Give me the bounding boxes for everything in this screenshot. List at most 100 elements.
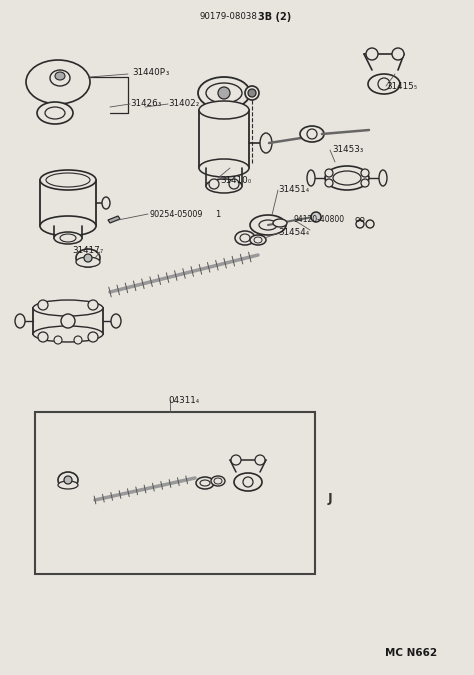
Ellipse shape bbox=[259, 220, 277, 230]
Ellipse shape bbox=[300, 126, 324, 142]
Circle shape bbox=[366, 220, 374, 228]
Bar bbox=[35, 412, 315, 574]
Circle shape bbox=[218, 87, 230, 99]
Circle shape bbox=[361, 179, 369, 187]
Ellipse shape bbox=[50, 70, 70, 86]
Ellipse shape bbox=[37, 102, 73, 124]
Circle shape bbox=[307, 129, 317, 139]
Ellipse shape bbox=[234, 473, 262, 491]
Text: 31451: 31451 bbox=[278, 185, 306, 194]
Circle shape bbox=[84, 254, 92, 262]
Ellipse shape bbox=[76, 257, 100, 267]
Ellipse shape bbox=[325, 166, 369, 190]
Text: ₃: ₃ bbox=[360, 145, 363, 154]
Ellipse shape bbox=[235, 231, 255, 245]
Ellipse shape bbox=[55, 72, 65, 80]
Ellipse shape bbox=[206, 179, 242, 193]
Circle shape bbox=[361, 169, 369, 177]
Ellipse shape bbox=[199, 101, 249, 119]
Text: ₅: ₅ bbox=[414, 82, 417, 91]
Ellipse shape bbox=[111, 314, 121, 328]
Text: 31454: 31454 bbox=[278, 228, 306, 237]
Circle shape bbox=[366, 48, 378, 60]
Ellipse shape bbox=[214, 478, 222, 484]
Text: oo: oo bbox=[355, 215, 366, 224]
Text: ₄: ₄ bbox=[196, 396, 199, 405]
Ellipse shape bbox=[379, 170, 387, 186]
Polygon shape bbox=[108, 216, 120, 223]
Circle shape bbox=[38, 332, 48, 342]
Ellipse shape bbox=[40, 170, 96, 190]
Ellipse shape bbox=[206, 83, 242, 103]
Circle shape bbox=[248, 89, 256, 97]
Text: ₃: ₃ bbox=[158, 99, 161, 108]
Text: ₄: ₄ bbox=[306, 228, 309, 237]
Ellipse shape bbox=[33, 300, 103, 316]
Ellipse shape bbox=[199, 159, 249, 177]
Text: 31402: 31402 bbox=[168, 99, 196, 108]
Text: ₀: ₀ bbox=[248, 176, 251, 185]
Text: MC N662: MC N662 bbox=[385, 648, 437, 658]
Circle shape bbox=[245, 86, 259, 100]
Text: 31453: 31453 bbox=[332, 145, 360, 154]
Ellipse shape bbox=[368, 74, 400, 94]
Circle shape bbox=[325, 179, 333, 187]
Ellipse shape bbox=[250, 235, 266, 245]
Ellipse shape bbox=[15, 314, 25, 328]
Ellipse shape bbox=[333, 171, 361, 185]
Ellipse shape bbox=[102, 197, 110, 209]
Text: ₃: ₃ bbox=[166, 68, 169, 77]
Text: 31440P: 31440P bbox=[132, 68, 165, 77]
Ellipse shape bbox=[254, 237, 262, 243]
Circle shape bbox=[356, 220, 364, 228]
Ellipse shape bbox=[260, 133, 272, 153]
Text: 31417: 31417 bbox=[72, 246, 100, 255]
Circle shape bbox=[64, 476, 72, 484]
Text: 31410: 31410 bbox=[220, 176, 248, 185]
Circle shape bbox=[231, 455, 241, 465]
Text: ₇: ₇ bbox=[100, 246, 103, 255]
Circle shape bbox=[88, 300, 98, 310]
Text: 31426: 31426 bbox=[130, 99, 158, 108]
Circle shape bbox=[378, 78, 390, 90]
Circle shape bbox=[311, 212, 321, 222]
Circle shape bbox=[325, 169, 333, 177]
Circle shape bbox=[54, 336, 62, 344]
Ellipse shape bbox=[26, 60, 90, 104]
Circle shape bbox=[88, 332, 98, 342]
Circle shape bbox=[243, 477, 253, 487]
Ellipse shape bbox=[200, 480, 210, 486]
Circle shape bbox=[209, 179, 219, 189]
Ellipse shape bbox=[58, 472, 78, 488]
Ellipse shape bbox=[76, 249, 100, 267]
Ellipse shape bbox=[40, 216, 96, 236]
Ellipse shape bbox=[196, 477, 214, 489]
Ellipse shape bbox=[240, 234, 250, 242]
Text: 90179-08038: 90179-08038 bbox=[200, 12, 258, 21]
Ellipse shape bbox=[250, 215, 286, 235]
Text: ₂: ₂ bbox=[196, 99, 199, 108]
Circle shape bbox=[392, 48, 404, 60]
Ellipse shape bbox=[307, 170, 315, 186]
Ellipse shape bbox=[60, 234, 76, 242]
Text: J: J bbox=[328, 492, 333, 505]
Ellipse shape bbox=[54, 232, 82, 244]
Circle shape bbox=[38, 300, 48, 310]
Ellipse shape bbox=[33, 326, 103, 342]
Ellipse shape bbox=[198, 77, 250, 109]
Circle shape bbox=[61, 314, 75, 328]
Circle shape bbox=[74, 336, 82, 344]
Text: 90254-05009: 90254-05009 bbox=[150, 210, 203, 219]
Ellipse shape bbox=[46, 173, 90, 187]
Text: 04311: 04311 bbox=[168, 396, 196, 405]
Text: 1: 1 bbox=[215, 210, 220, 219]
Circle shape bbox=[229, 179, 239, 189]
Ellipse shape bbox=[58, 481, 78, 489]
Text: 3B (2): 3B (2) bbox=[258, 12, 291, 22]
Ellipse shape bbox=[45, 107, 65, 119]
Text: 94120-40800: 94120-40800 bbox=[294, 215, 345, 224]
Circle shape bbox=[255, 455, 265, 465]
Ellipse shape bbox=[211, 476, 225, 486]
Text: 31415: 31415 bbox=[386, 82, 414, 91]
Text: ₄: ₄ bbox=[306, 185, 309, 194]
